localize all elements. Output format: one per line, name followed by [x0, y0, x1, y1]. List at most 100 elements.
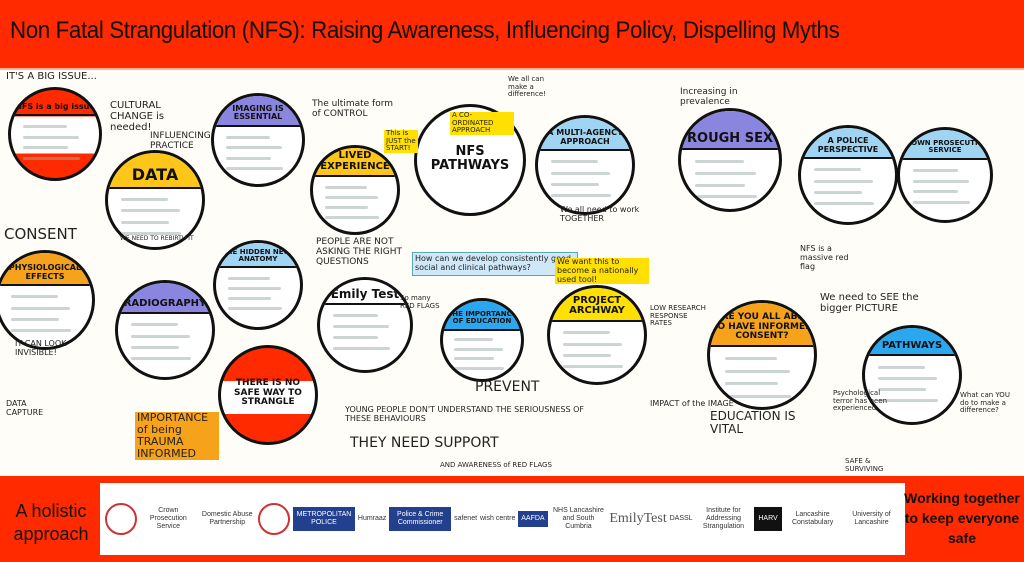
handwritten-notes — [551, 182, 600, 186]
handwritten-notes — [332, 335, 379, 339]
footer-banner: A holistic approach Crown Prosecution Se… — [0, 476, 1024, 562]
handwritten-notes — [23, 125, 68, 129]
note-awareness-red-flags: AND AWARENESS of RED FLAGS — [440, 461, 552, 469]
handwritten-notes — [121, 231, 182, 235]
uclan-logo: University of Lancashire — [852, 511, 891, 526]
handwritten-notes — [724, 357, 777, 361]
note-increasing: Increasing in prevalence — [680, 87, 738, 107]
topic-circle-radiography: RADIOGRAPHY — [115, 280, 215, 380]
circle-heading: Emily Test — [330, 286, 400, 301]
note-consent: CONSENT — [4, 225, 77, 243]
note-coordinated: A CO-ORDINATED APPROACH — [450, 111, 514, 136]
note-what-can-you-do: What can YOU do to make a difference? — [960, 391, 1010, 415]
circle-heading: THE HIDDEN NECK ANATOMY — [221, 247, 295, 263]
handwritten-notes — [332, 314, 378, 318]
handwritten-notes — [563, 365, 624, 369]
seal-logo — [105, 503, 138, 535]
circle-heading-band: RADIOGRAPHY — [118, 283, 212, 315]
note-just-the-start: This is JUST the START! — [384, 129, 418, 154]
circle-heading-band: PROJECT ARCHWAY — [550, 288, 644, 322]
handwritten-notes — [694, 160, 744, 163]
circle-heading-band: THE HIDDEN NECK ANATOMY — [216, 243, 300, 269]
handwritten-notes — [227, 296, 271, 300]
title-banner: Non Fatal Strangulation (NFS): Raising A… — [0, 0, 1024, 70]
handwritten-notes — [453, 347, 504, 351]
handwritten-notes — [11, 329, 72, 333]
note-influencing-practice: INFLUENCING PRACTICE — [150, 131, 211, 151]
handwritten-notes — [324, 205, 368, 209]
handwritten-notes — [227, 306, 282, 310]
circle-heading-band: Emily Test — [320, 280, 410, 306]
circle-heading-band: NFS is a big issue — [11, 90, 99, 117]
harv-logo: HARV — [754, 507, 782, 531]
commissioner-logo: Police & Crime Commissioner — [389, 507, 452, 531]
topic-circle-informed-consent: ARE YOU ALL ABLE TO HAVE INFORMED CONSEN… — [707, 300, 817, 410]
met-police-logo: METROPOLITAN POLICE — [293, 507, 355, 531]
circle-heading-band: ARE YOU ALL ABLE TO HAVE INFORMED CONSEN… — [710, 303, 814, 347]
lancashire-constabulary-logo: Lancashire Constabulary — [791, 511, 834, 526]
handwritten-notes — [324, 216, 379, 220]
handwritten-notes — [324, 185, 367, 189]
topic-circle-emily-test: Emily Test — [317, 277, 413, 373]
handwritten-notes — [563, 342, 623, 346]
holistic-approach-text: A holistic approach — [13, 501, 89, 544]
circle-heading: ROUGH SEX — [687, 130, 773, 146]
handwritten-notes — [121, 209, 181, 213]
domestic-abuse-logo: Domestic Abuse Partnership — [201, 511, 253, 526]
circle-heading: NFS is a big issue — [15, 102, 95, 111]
handwritten-notes — [226, 135, 271, 139]
handwritten-notes — [814, 168, 862, 172]
nhs-logo: NHS Lancashire and South Cumbria — [552, 507, 604, 530]
note-right-questions: PEOPLE ARE NOT ASKING THE RIGHT QUESTION… — [316, 237, 402, 267]
handwritten-notes — [878, 388, 927, 392]
safenet-logo: safenet — [454, 515, 478, 523]
note-support: THEY NEED SUPPORT — [350, 435, 499, 451]
note-we-need-to-rebirth: WE NEED TO REBIRTH IT — [120, 235, 194, 242]
rose-logo — [258, 503, 291, 535]
handwritten-notes — [226, 156, 272, 160]
note-psych-terror: Psychological terror has been experience… — [833, 389, 888, 413]
circle-heading: A MULTI-AGENCY APPROACH — [547, 128, 623, 146]
handwritten-notes — [694, 171, 757, 175]
circle-heading: THE IMPORTANCE OF EDUCATION — [447, 309, 517, 326]
circle-heading-band: IMAGING IS ESSENTIAL — [214, 96, 302, 127]
handwritten-notes — [694, 183, 745, 187]
cps-logo: Crown Prosecution Service — [149, 507, 187, 530]
humraaz-logo: Humraaz — [357, 515, 387, 523]
dassl-logo: DASSL — [669, 515, 693, 523]
circle-heading: CROWN PROSECUTION SERVICE — [900, 139, 990, 155]
handwritten-notes — [912, 201, 971, 205]
handwritten-notes — [23, 135, 79, 139]
handwritten-notes — [332, 346, 391, 350]
handwritten-notes — [814, 202, 875, 206]
note-make-difference: We all can make a difference! — [508, 75, 546, 99]
handwritten-notes — [11, 306, 71, 310]
circle-heading: THERE IS NO SAFE WAY TO STRANGLE — [234, 378, 302, 408]
note-work-together: We all need to work TOGETHER — [560, 205, 640, 223]
topic-circle-archway: PROJECT ARCHWAY — [547, 285, 647, 385]
handwritten-notes — [131, 357, 192, 361]
handwritten-notes — [453, 338, 493, 342]
handwritten-notes — [332, 325, 390, 328]
handwritten-notes — [11, 295, 59, 299]
iafs-logo: Institute for Addressing Strangulation — [702, 507, 745, 530]
topic-circle-education: THE IMPORTANCE OF EDUCATION — [440, 298, 524, 382]
topic-circle-cps: CROWN PROSECUTION SERVICE — [897, 127, 993, 223]
handwritten-notes — [912, 190, 959, 194]
note-data-capture: DATA CAPTURE — [6, 399, 44, 417]
handwritten-notes — [453, 366, 504, 370]
handwritten-notes — [11, 317, 60, 321]
circle-heading-band: LIVED EXPERIENCE — [313, 148, 397, 178]
note-trauma-informed: IMPORTANCE of being TRAUMA INFORMED — [135, 411, 219, 461]
note-national-tool: We want this to become a nationally used… — [555, 257, 649, 285]
topic-circle-no-safe-way: THERE IS NO SAFE WAY TO STRANGLE — [218, 345, 318, 445]
circle-heading-band: THE IMPORTANCE OF EDUCATION — [443, 301, 521, 331]
note-safe-surviving: SAFE & SURVIVING — [845, 457, 884, 473]
circle-heading: IMAGING IS ESSENTIAL — [232, 104, 284, 122]
circle-heading: PROJECT ARCHWAY — [569, 294, 625, 317]
working-together-text: Working together to keep everyone safe — [904, 490, 1020, 546]
circle-heading: PHYSIOLOGICAL EFFECTS — [8, 263, 82, 281]
handwritten-notes — [563, 353, 612, 357]
circle-heading: DATA — [131, 164, 179, 184]
circle-heading: RADIOGRAPHY — [123, 297, 207, 309]
